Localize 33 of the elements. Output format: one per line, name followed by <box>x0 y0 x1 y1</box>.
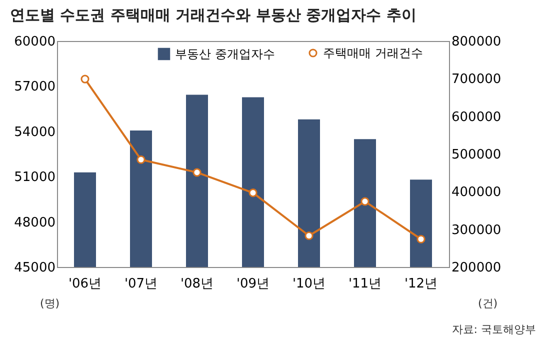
point <box>192 168 202 177</box>
x-tick-label: '09년 <box>236 276 270 292</box>
x-tick-label: '07년 <box>124 276 158 292</box>
y2-tick-label: 800000 <box>452 34 502 50</box>
chart-title: 연도별 수도권 주택매매 거래건수와 부동산 중개업자수 추이 <box>10 6 416 25</box>
point <box>416 234 426 244</box>
y-tick-label: 51000 <box>14 170 56 186</box>
y-tick-label: 45000 <box>14 260 56 276</box>
text: 자료: 국토해양부 <box>452 322 536 337</box>
y-tick-label: 48000 <box>14 215 56 230</box>
x-tick-label: '08년 <box>180 276 214 292</box>
point <box>360 197 370 206</box>
point <box>136 155 146 164</box>
y2-tick-label: 200000 <box>452 260 502 276</box>
x-tick-label: '11년 <box>348 276 382 292</box>
point <box>248 188 258 198</box>
y2-tick-label: 300000 <box>452 222 502 238</box>
x-tick-label: '10년 <box>292 276 326 292</box>
y-tick-label: 54000 <box>14 124 56 140</box>
legend-label: 부동산 중개업자수 <box>175 47 275 61</box>
point <box>80 74 90 84</box>
y2-tick-label: 700000 <box>452 72 502 88</box>
point <box>304 231 314 240</box>
y2-tick-label: 500000 <box>452 148 502 162</box>
y-tick-label: 57000 <box>14 80 56 95</box>
y-tick-label: 60000 <box>14 34 56 50</box>
y2-tick-label: 400000 <box>452 185 502 200</box>
legend-label: 주택매매 거래건수 <box>323 46 423 60</box>
text: (건) <box>478 296 498 311</box>
text: (명) <box>40 296 60 311</box>
x-tick-label: '12년 <box>404 276 438 292</box>
y2-tick-label: 600000 <box>452 110 502 125</box>
x-tick-label: '06년 <box>68 276 102 292</box>
